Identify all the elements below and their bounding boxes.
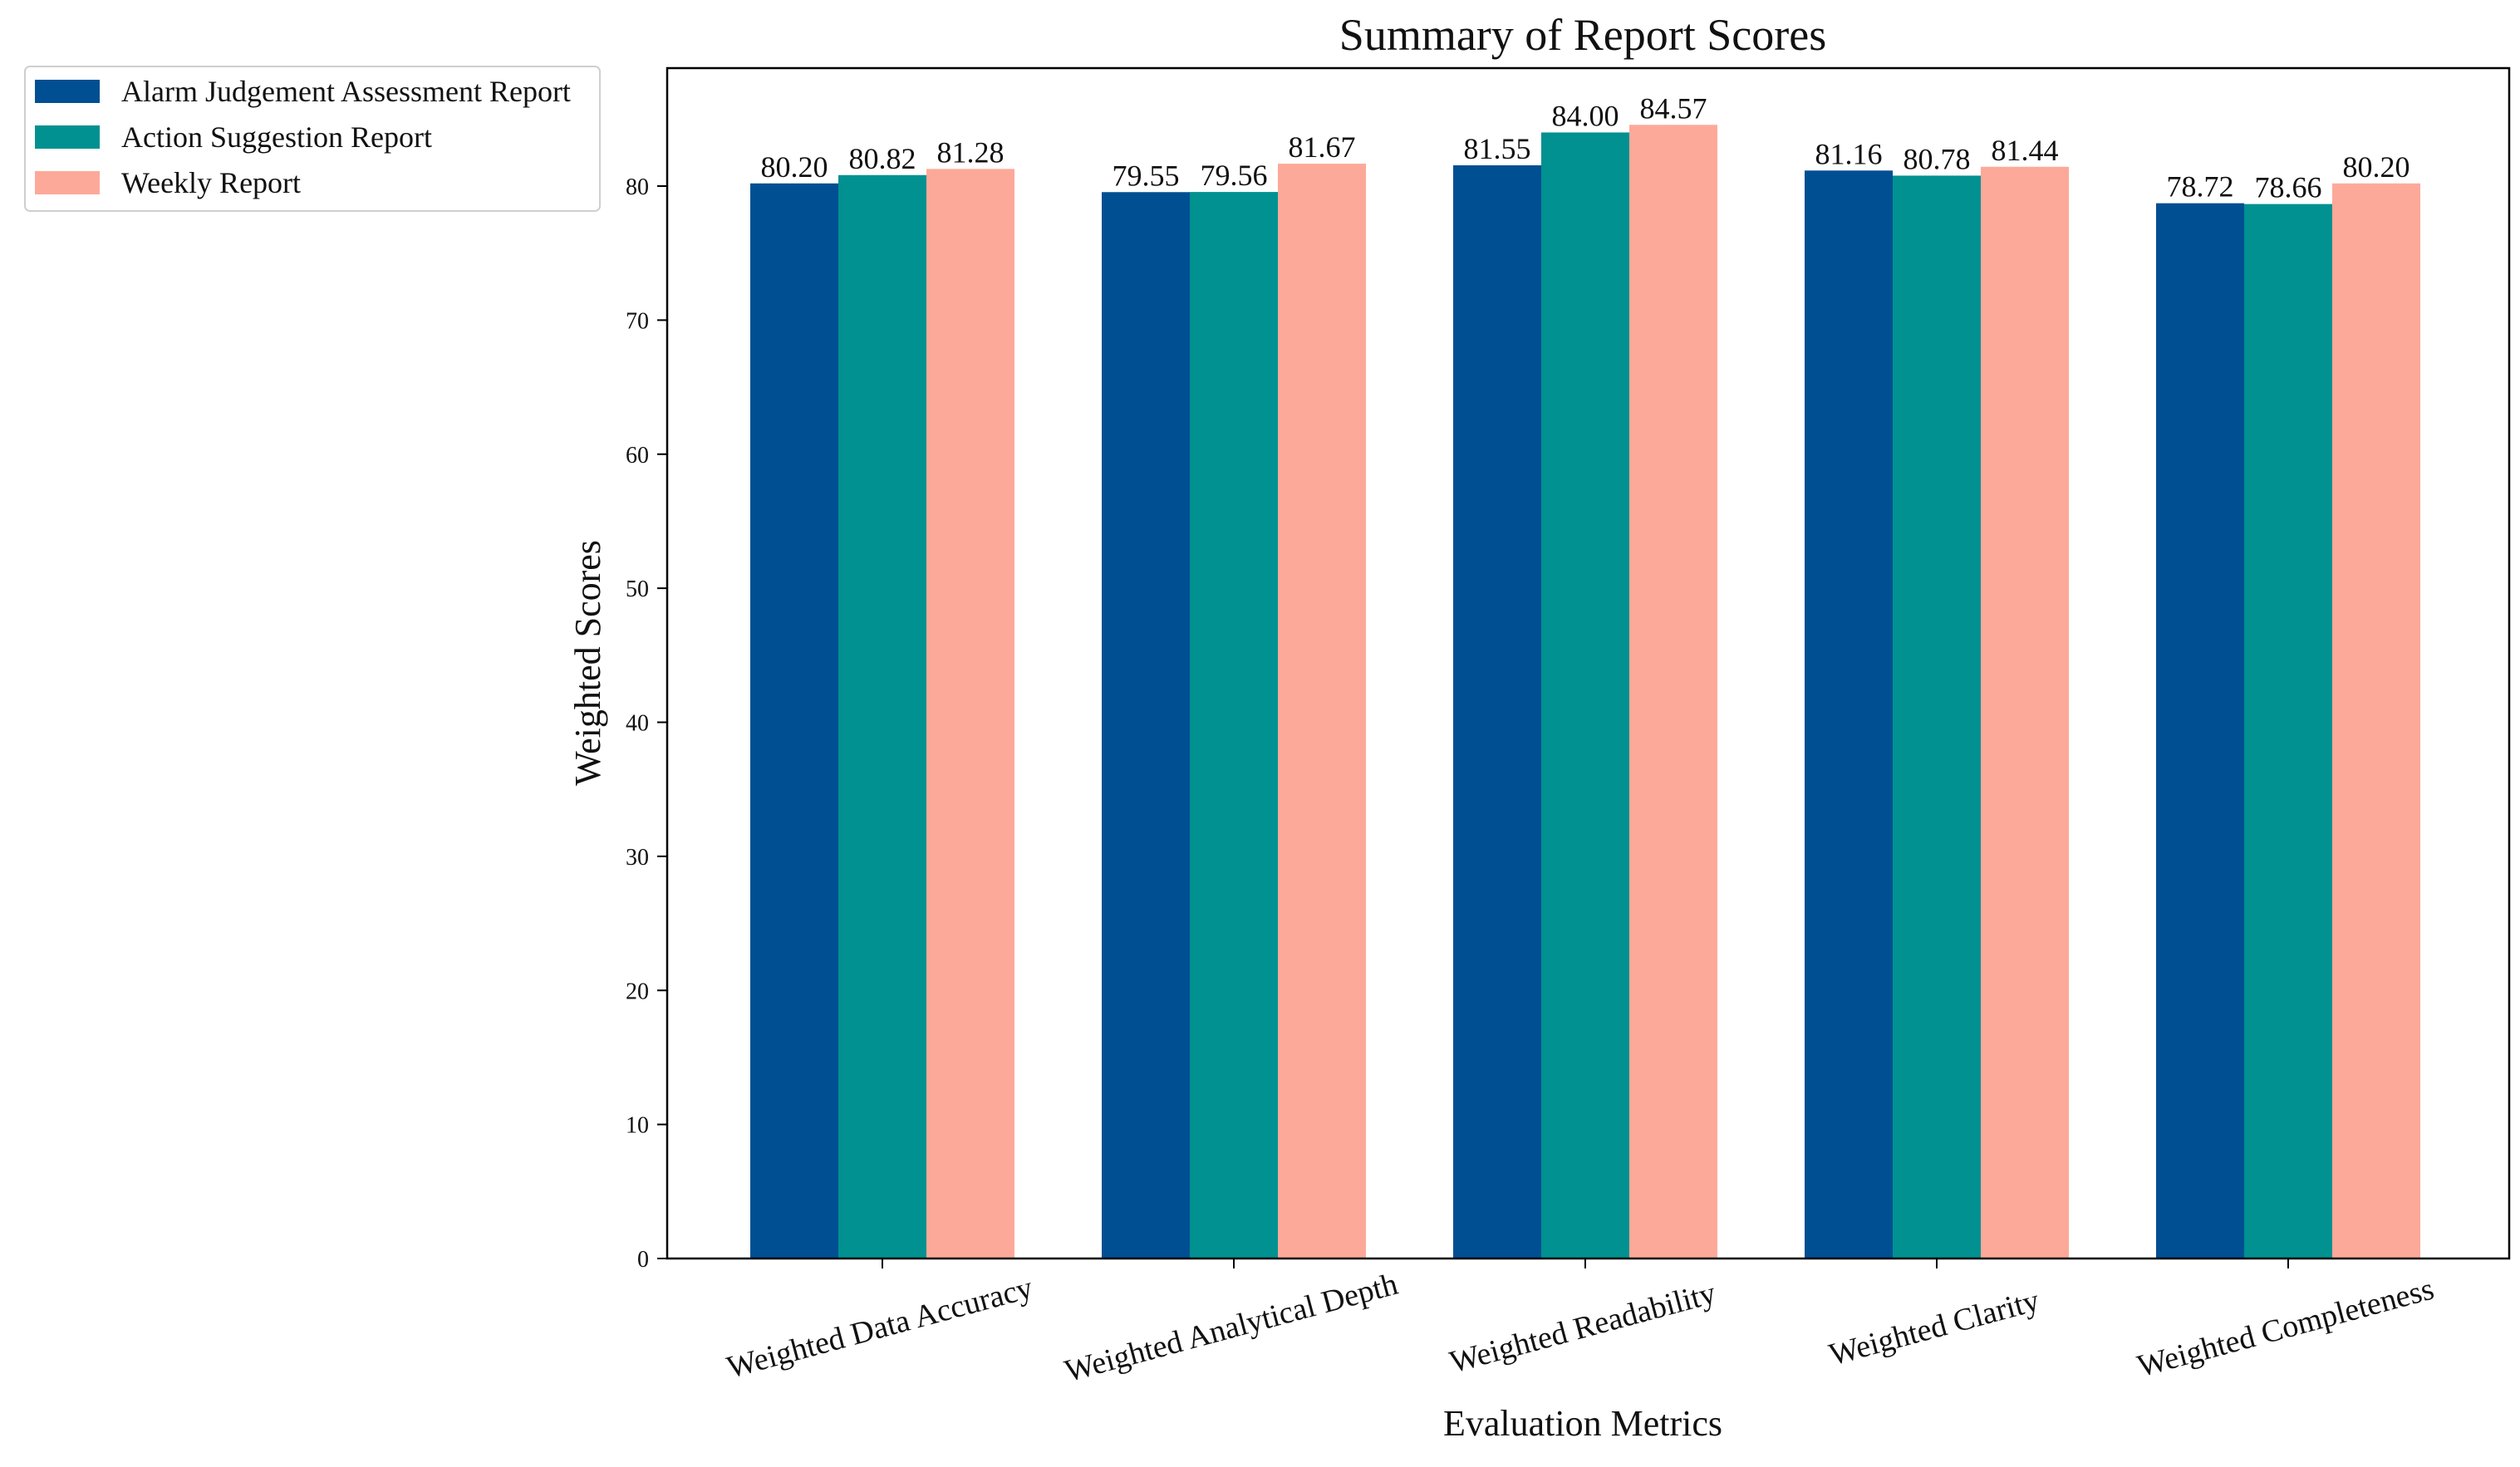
bar <box>2244 204 2332 1259</box>
bar <box>1981 166 2069 1259</box>
y-tick-label: 50 <box>626 576 649 602</box>
bar-value-label: 78.72 <box>2167 170 2234 204</box>
legend-swatch <box>35 125 100 149</box>
bar <box>1278 164 1366 1258</box>
chart-title: Summary of Report Scores <box>1339 10 1826 60</box>
axes-frame <box>666 66 2511 1260</box>
bar <box>750 183 838 1259</box>
y-tick-label: 20 <box>626 979 649 1004</box>
bar-value-label: 81.44 <box>1992 134 2059 167</box>
y-tick-label: 40 <box>626 711 649 737</box>
y-tick-label: 0 <box>637 1247 649 1273</box>
bar <box>1541 132 1629 1258</box>
bar-value-label: 80.82 <box>849 142 916 175</box>
legend: Alarm Judgement Assessment Report Action… <box>24 66 601 212</box>
bar-value-label: 80.78 <box>1904 142 1971 175</box>
bar <box>838 174 926 1258</box>
y-tick-label: 30 <box>626 845 649 871</box>
bar <box>1893 175 1981 1258</box>
x-axis-ticks: Weighted Data Accuracy Weighted Analytica… <box>723 1258 2438 1389</box>
legend-label: Alarm Judgement Assessment Report <box>121 75 571 108</box>
bar <box>926 169 1014 1258</box>
bar <box>1453 164 1541 1258</box>
bar <box>2156 203 2244 1258</box>
legend-label: Action Suggestion Report <box>121 120 432 154</box>
bar-value-label: 81.16 <box>1815 137 1883 170</box>
legend-frame <box>24 66 601 212</box>
bar-value-label: 80.20 <box>761 150 828 184</box>
bar-value-label: 81.67 <box>1289 130 1356 164</box>
x-tick-label: Weighted Data Accuracy <box>723 1270 1036 1386</box>
y-tick-label: 10 <box>626 1113 649 1139</box>
bar-value-label: 79.56 <box>1201 159 1268 192</box>
legend-swatch <box>35 171 100 194</box>
y-axis-label: Weighted Scores <box>567 540 608 786</box>
y-axis-ticks: 0 10 20 30 40 50 60 70 80 <box>626 174 667 1273</box>
value-labels-layer: 80.20 80.82 81.28 79.55 79.56 81.67 81.55 84.00… <box>761 91 2410 204</box>
bar <box>1190 192 1278 1258</box>
x-tick-label: Weighted Clarity <box>1825 1283 2043 1373</box>
bar <box>1629 125 1717 1259</box>
x-axis-label: Evaluation Metrics <box>1443 1403 1722 1444</box>
y-tick-label: 60 <box>626 443 649 469</box>
bar-value-label: 78.66 <box>2255 171 2322 204</box>
bar-value-label: 80.20 <box>2343 150 2410 184</box>
y-tick-label: 80 <box>626 174 649 200</box>
x-tick-label: Weighted Completeness <box>2134 1272 2438 1385</box>
x-tick-label: Weighted Analytical Depth <box>1061 1267 1402 1389</box>
plot-area: 80.20 80.82 81.28 79.55 79.56 81.67 81.55 84.00… <box>626 66 2511 1389</box>
bar <box>1805 170 1893 1258</box>
bar <box>1102 192 1190 1258</box>
bar-value-label: 81.55 <box>1464 132 1531 165</box>
x-tick-label: Weighted Readability <box>1446 1276 1719 1381</box>
legend-label: Weekly Report <box>121 166 301 199</box>
bars-layer <box>750 125 2420 1259</box>
bar <box>2332 183 2420 1259</box>
bar-value-label: 84.00 <box>1552 99 1619 132</box>
y-tick-label: 70 <box>626 308 649 334</box>
legend-swatch <box>35 80 100 103</box>
bar-value-label: 79.55 <box>1113 159 1180 192</box>
bar-value-label: 81.28 <box>937 135 1005 169</box>
bar-value-label: 84.57 <box>1640 91 1707 125</box>
